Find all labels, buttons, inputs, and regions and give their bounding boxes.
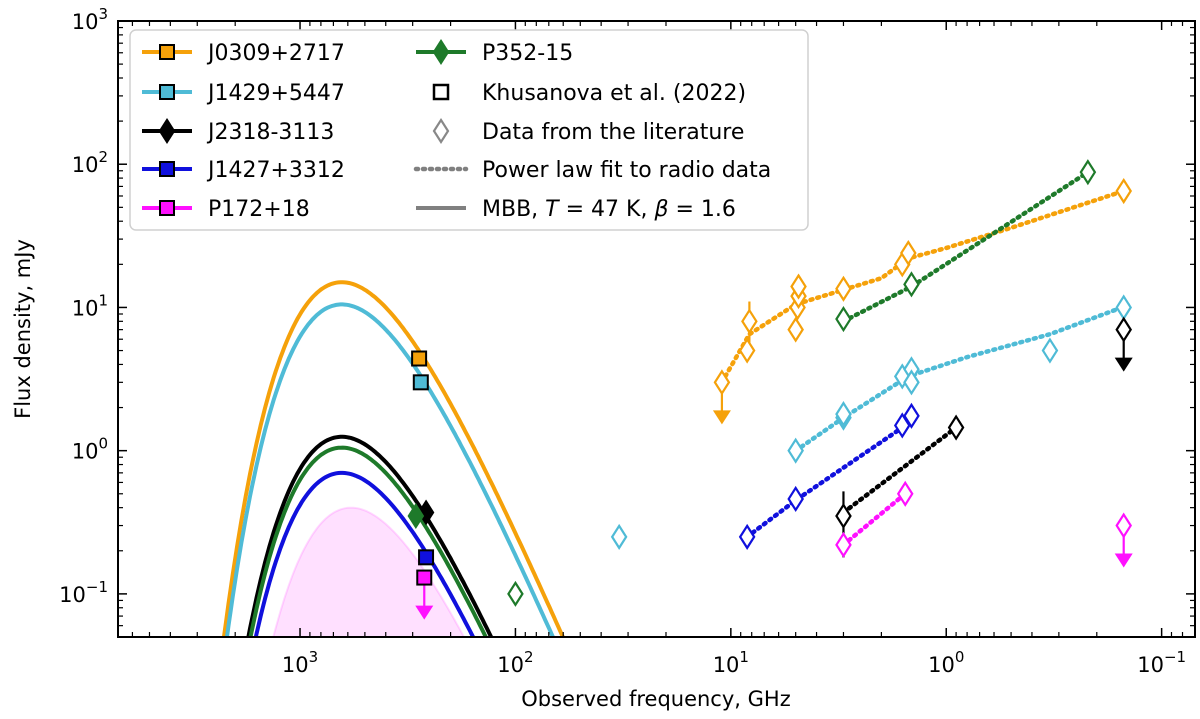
literature-point-j1429-5447 — [903, 369, 920, 396]
literature-point-j2318-3113 — [835, 502, 852, 530]
legend-label-j1427-3312: J1427+3312 — [206, 158, 345, 183]
legend-marker-j2318-3113 — [158, 117, 176, 145]
literature-point-j1429-5447 — [1041, 337, 1059, 364]
data-layer — [221, 159, 1133, 637]
literature-point-p172-18 — [1115, 512, 1133, 539]
x-tick-label: 102 — [497, 648, 533, 677]
legend: J0309+2717 J1429+5447 J2318-3113 J1427+3312… — [129, 29, 809, 231]
legend-marker-j1429-5447 — [159, 84, 175, 100]
literature-point-j1427-3312 — [893, 412, 911, 439]
legend-box — [129, 29, 809, 231]
fit-line-j2318-3113 — [841, 425, 959, 515]
legend-label-p352-15: P352-15 — [482, 41, 573, 66]
y-tick-label: 10−1 — [59, 578, 108, 607]
literature-point-data-from-the-literature — [610, 523, 628, 550]
literature-point-j1427-3312 — [903, 402, 920, 429]
x-tick-label: 103 — [282, 648, 318, 677]
literature-point-j1427-3312 — [787, 485, 804, 513]
legend-label-j0309-2717: J0309+2717 — [206, 41, 345, 66]
upper-limit-j2318-3113-arrow — [1114, 357, 1133, 372]
legend-label-mbb-t-47-k-1-6: MBB, T = 47 K, β = 1.6 — [482, 197, 736, 222]
x-tick-label: 101 — [713, 648, 749, 677]
y-tick-label: 102 — [72, 148, 108, 177]
legend-label-khusanova-et-al-2022: Khusanova et al. (2022) — [482, 81, 746, 106]
literature-point-p352-15 — [507, 580, 524, 607]
mbb-curve-j0309-2717 — [221, 280, 566, 637]
upper-limit-j0309-2717-arrow — [712, 410, 731, 425]
y-tick-label: 103 — [72, 5, 108, 34]
x-tick-label: 10−1 — [1137, 648, 1186, 677]
literature-point-p352-15 — [835, 305, 852, 333]
mbb-shade-p172-18 — [272, 506, 466, 637]
mbb-curve-j2318-3113 — [246, 434, 494, 637]
literature-point-j1427-3312 — [738, 523, 756, 550]
literature-point-p352-15 — [1079, 159, 1097, 186]
mbb-curve-j1427-3312 — [253, 470, 476, 637]
legend-marker-p172-18 — [159, 200, 175, 216]
legend-label-j2318-3113: J2318-3113 — [206, 120, 334, 145]
mbb-curve-p352-15 — [248, 445, 489, 637]
plot-frame — [117, 20, 1196, 638]
khusanova-point-j0309-2717 — [411, 350, 428, 367]
upper-limit-p172-18-arrow — [1114, 553, 1133, 568]
fit-line-j1429-5447 — [793, 302, 1133, 453]
literature-point-p172-18 — [896, 480, 914, 507]
literature-point-j0309-2717 — [790, 273, 807, 300]
literature-point-j1429-5447 — [787, 437, 804, 464]
literature-point-j0309-2717 — [1115, 177, 1133, 205]
khusanova-point-j1429-5447 — [412, 374, 429, 391]
literature-point-j2318-3113 — [947, 414, 965, 441]
legend-marker-j1427-3312 — [159, 161, 175, 177]
y-axis-label: Flux density, mJy — [11, 239, 35, 419]
literature-point-p172-18 — [835, 531, 852, 558]
x-axis-label: Observed frequency, GHz — [521, 687, 790, 711]
literature-point-j2318-3113 — [1115, 316, 1133, 343]
mbb-curve-j1429-5447 — [224, 302, 556, 637]
literature-point-p352-15 — [903, 271, 920, 298]
legend-open-square-1-marker — [432, 83, 450, 101]
legend-label-data-from-the-literature: Data from the literature — [482, 120, 744, 145]
literature-point-j0309-2717 — [738, 337, 756, 364]
literature-point-j0309-2717 — [787, 316, 804, 343]
legend-open-diamond-2-marker — [432, 117, 450, 145]
literature-point-j0309-2717 — [713, 369, 731, 396]
x-tick-label: 100 — [928, 648, 964, 677]
literature-point-j0309-2717 — [741, 308, 758, 335]
khusanova-point-j1427-3312 — [418, 549, 435, 566]
literature-point-j1429-5447 — [835, 401, 852, 428]
fit-line-p172-18 — [841, 491, 908, 548]
literature-point-j0309-2717 — [835, 275, 852, 302]
khusanova-point-p172-18 — [416, 569, 433, 586]
literature-point-j0309-2717 — [900, 239, 917, 267]
y-tick-label: 101 — [72, 291, 108, 320]
legend-marker-j0309-2717 — [159, 44, 175, 60]
legend-diamond-line-0-marker — [432, 38, 450, 66]
legend-label-j1429-5447: J1429+5447 — [206, 81, 345, 106]
khusanova-upper-limit-p172-18-arrow — [415, 605, 434, 620]
legend-label-p172-18: P172+18 — [208, 197, 310, 222]
y-tick-label: 100 — [72, 435, 108, 464]
khusanova-point-p352-15 — [407, 502, 425, 530]
legend-label-power-law-fit-to-radio-data: Power law fit to radio data — [482, 158, 771, 183]
axes-layer: 103 102 101 100 10−1 103 102 101 100 10−1 — [59, 5, 1196, 677]
